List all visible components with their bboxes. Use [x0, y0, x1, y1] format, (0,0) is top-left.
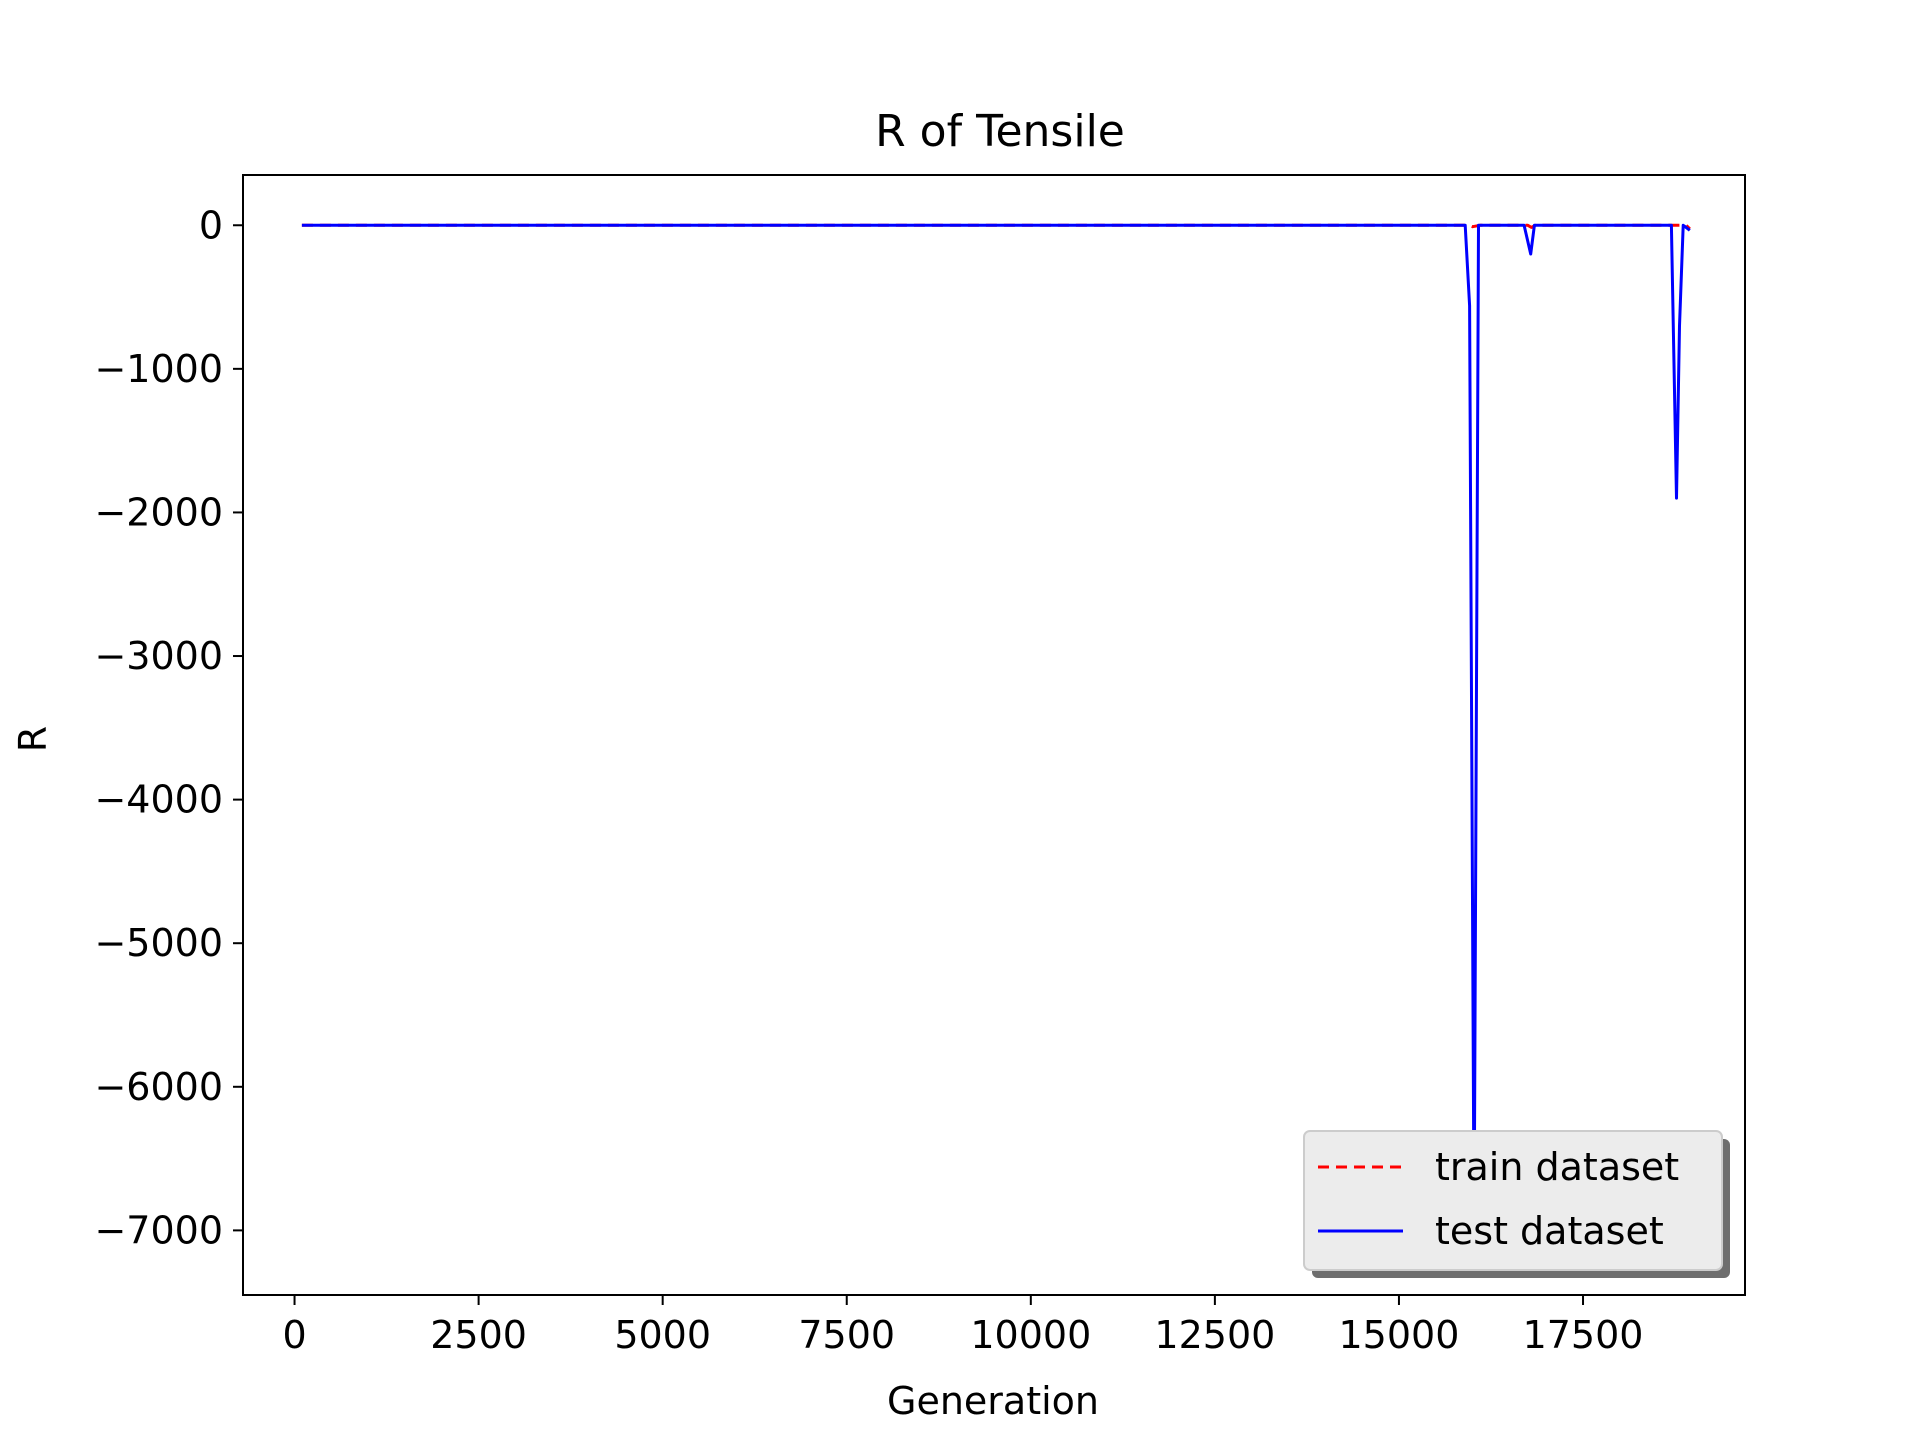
axis-ticks: 0 2500 5000 7500 10000 12500 15000 17500 0 −1000 −…	[94, 203, 1643, 1357]
y-tick-label: −5000	[94, 921, 223, 965]
test-dataset-line	[301, 223, 1691, 1232]
legend-label-train: train dataset	[1435, 1145, 1679, 1189]
x-tick-label: 10000	[970, 1313, 1091, 1357]
x-tick-label: 0	[282, 1313, 306, 1357]
y-tick-label: −1000	[94, 347, 223, 391]
plot-frame	[242, 174, 1746, 1296]
plot-lines	[301, 223, 1691, 1232]
x-tick-label: 17500	[1523, 1313, 1644, 1357]
x-axis-label: Generation	[887, 1379, 1099, 1423]
legend: train dataset test dataset	[1303, 1130, 1730, 1278]
x-tick-label: 7500	[798, 1313, 895, 1357]
legend-box	[1303, 1130, 1723, 1271]
x-tick-label: 5000	[614, 1313, 711, 1357]
x-tick-label: 2500	[430, 1313, 527, 1357]
y-tick-label: −2000	[94, 490, 223, 534]
chart-title: R of Tensile	[875, 106, 1125, 157]
y-tick-label: −6000	[94, 1065, 223, 1109]
y-tick-label: −3000	[94, 634, 223, 678]
x-tick-label: 12500	[1154, 1313, 1275, 1357]
y-tick-label: −7000	[94, 1208, 223, 1252]
legend-label-test: test dataset	[1435, 1209, 1664, 1253]
y-axis-label: R	[11, 726, 55, 752]
y-tick-label: −4000	[94, 778, 223, 822]
y-tick-label: 0	[199, 203, 223, 247]
x-tick-label: 15000	[1339, 1313, 1460, 1357]
